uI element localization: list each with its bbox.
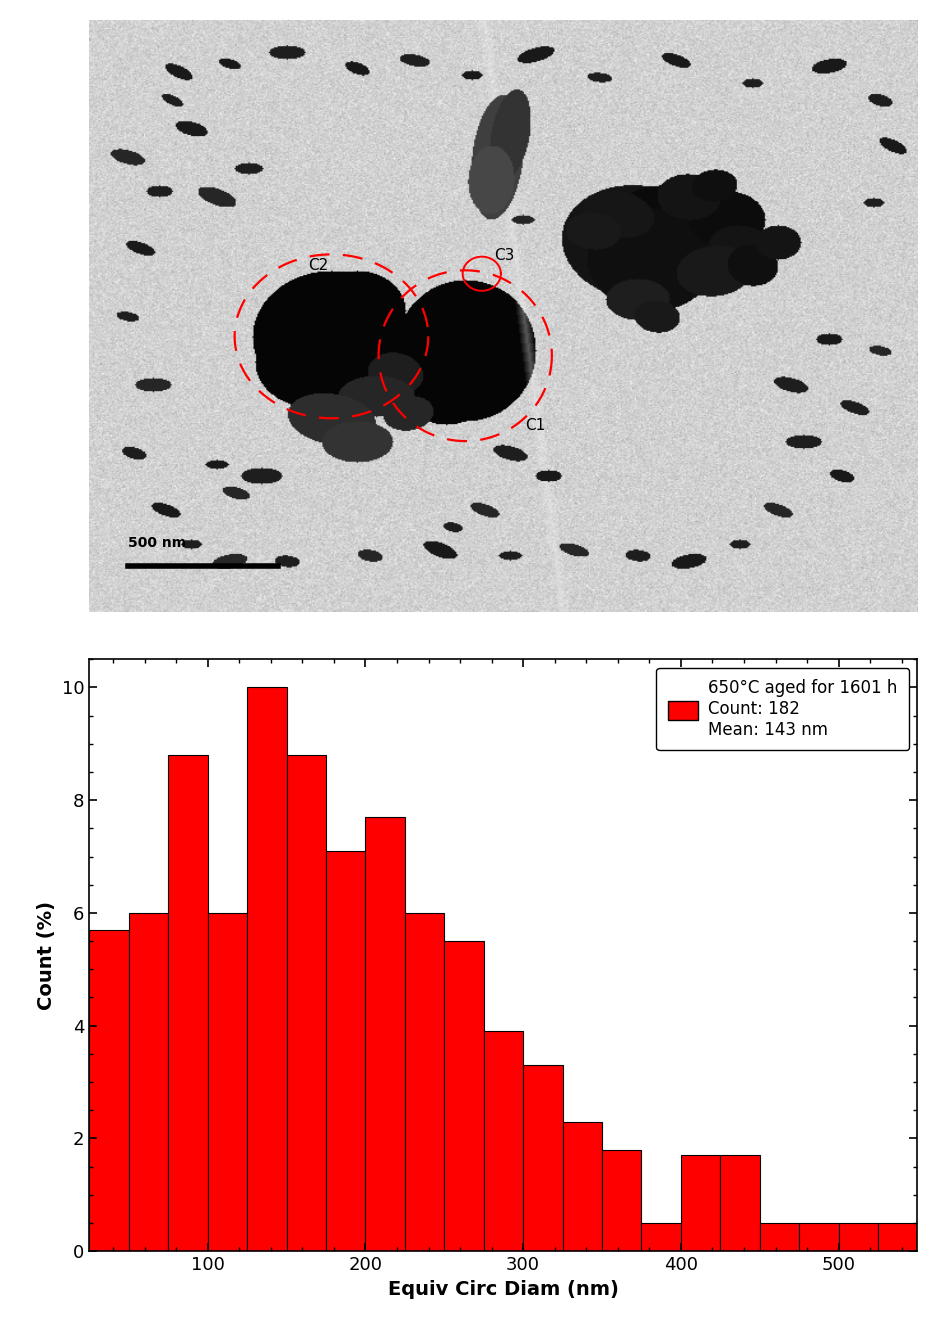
Bar [326, 851, 365, 1251]
Bar [365, 817, 405, 1251]
Bar [642, 1223, 681, 1251]
X-axis label: Equiv Circ Diam (nm): Equiv Circ Diam (nm) [388, 1279, 619, 1299]
Bar [168, 755, 208, 1251]
Text: C2: C2 [309, 258, 328, 273]
Bar [484, 1031, 523, 1251]
Bar [838, 1223, 878, 1251]
Bar [681, 1156, 720, 1251]
Bar [405, 914, 444, 1251]
Bar [247, 687, 287, 1251]
Bar [602, 1149, 642, 1251]
Legend: 650°C aged for 1601 h
Count: 182
Mean: 143 nm: 650°C aged for 1601 h Count: 182 Mean: 1… [657, 667, 909, 751]
Text: 500 nm: 500 nm [128, 536, 185, 551]
Bar [878, 1223, 917, 1251]
Text: C3: C3 [495, 249, 515, 263]
Bar [129, 914, 168, 1251]
Bar [720, 1156, 759, 1251]
Bar [287, 755, 326, 1251]
Bar [563, 1121, 602, 1251]
Bar [759, 1223, 799, 1251]
Bar [444, 941, 484, 1251]
Y-axis label: Count (%): Count (%) [38, 900, 56, 1010]
Bar [799, 1223, 838, 1251]
Bar [89, 929, 129, 1251]
Bar [523, 1064, 563, 1251]
Text: C1: C1 [525, 418, 546, 433]
Bar [208, 914, 247, 1251]
